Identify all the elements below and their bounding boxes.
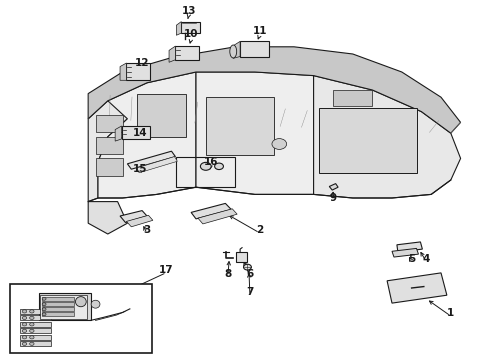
Bar bbox=[240, 41, 269, 57]
Text: 4: 4 bbox=[422, 254, 430, 264]
Bar bbox=[40, 295, 87, 319]
Text: 9: 9 bbox=[330, 193, 337, 203]
Ellipse shape bbox=[29, 336, 34, 339]
Ellipse shape bbox=[42, 308, 46, 311]
Ellipse shape bbox=[23, 310, 27, 313]
Ellipse shape bbox=[23, 323, 27, 326]
Polygon shape bbox=[176, 22, 181, 35]
Ellipse shape bbox=[23, 316, 27, 320]
Text: 1: 1 bbox=[447, 308, 454, 318]
Text: 5: 5 bbox=[408, 254, 415, 264]
Ellipse shape bbox=[91, 300, 100, 308]
Bar bbox=[42, 312, 74, 316]
Bar bbox=[20, 341, 51, 346]
Bar bbox=[96, 115, 122, 132]
Polygon shape bbox=[233, 41, 240, 58]
Ellipse shape bbox=[230, 45, 237, 58]
Bar bbox=[96, 137, 122, 154]
Bar bbox=[42, 302, 74, 306]
Text: 2: 2 bbox=[256, 225, 263, 235]
Polygon shape bbox=[329, 184, 338, 190]
Ellipse shape bbox=[272, 139, 287, 149]
Text: 3: 3 bbox=[144, 225, 150, 235]
Polygon shape bbox=[169, 46, 175, 62]
Ellipse shape bbox=[200, 162, 211, 170]
Bar bbox=[318, 108, 416, 173]
Polygon shape bbox=[397, 242, 422, 252]
Polygon shape bbox=[126, 215, 153, 227]
Polygon shape bbox=[127, 151, 175, 169]
Bar bbox=[126, 63, 150, 80]
Bar bbox=[20, 328, 51, 333]
Text: 10: 10 bbox=[184, 29, 198, 39]
Text: 14: 14 bbox=[132, 128, 147, 138]
Ellipse shape bbox=[23, 342, 27, 346]
Polygon shape bbox=[387, 273, 447, 303]
Ellipse shape bbox=[29, 316, 34, 320]
Ellipse shape bbox=[42, 303, 46, 306]
Ellipse shape bbox=[29, 342, 34, 346]
Bar bbox=[20, 322, 51, 327]
Text: 11: 11 bbox=[252, 26, 267, 36]
Bar bbox=[20, 315, 51, 320]
Bar bbox=[96, 158, 122, 176]
Ellipse shape bbox=[75, 297, 86, 307]
Text: 8: 8 bbox=[224, 269, 231, 279]
Polygon shape bbox=[88, 202, 127, 234]
Bar bbox=[20, 335, 51, 340]
Ellipse shape bbox=[42, 297, 46, 300]
Polygon shape bbox=[392, 248, 418, 257]
Polygon shape bbox=[198, 209, 237, 224]
Ellipse shape bbox=[29, 329, 34, 333]
Ellipse shape bbox=[244, 264, 251, 270]
Polygon shape bbox=[191, 203, 231, 219]
Text: 13: 13 bbox=[181, 6, 196, 16]
Ellipse shape bbox=[23, 329, 27, 333]
Text: 6: 6 bbox=[246, 269, 253, 279]
Ellipse shape bbox=[29, 310, 34, 313]
Ellipse shape bbox=[23, 336, 27, 339]
Bar bbox=[10, 284, 152, 353]
Ellipse shape bbox=[29, 323, 34, 326]
Bar bbox=[42, 307, 74, 311]
Polygon shape bbox=[88, 72, 196, 202]
Polygon shape bbox=[120, 211, 147, 222]
Polygon shape bbox=[196, 72, 314, 194]
Polygon shape bbox=[88, 47, 461, 133]
Bar bbox=[206, 97, 274, 155]
Text: 16: 16 bbox=[203, 157, 218, 167]
Polygon shape bbox=[120, 63, 126, 80]
Polygon shape bbox=[314, 76, 461, 198]
Bar bbox=[176, 157, 235, 187]
Bar bbox=[236, 252, 247, 262]
Polygon shape bbox=[115, 126, 122, 141]
Text: 15: 15 bbox=[132, 164, 147, 174]
Bar bbox=[122, 126, 150, 139]
Bar bbox=[333, 90, 372, 106]
Bar bbox=[20, 309, 51, 314]
Text: 12: 12 bbox=[135, 58, 149, 68]
Bar bbox=[137, 94, 186, 137]
Ellipse shape bbox=[42, 313, 46, 316]
Bar bbox=[181, 22, 200, 33]
Bar bbox=[175, 46, 199, 60]
Polygon shape bbox=[136, 157, 177, 173]
Text: 7: 7 bbox=[246, 287, 254, 297]
Bar bbox=[42, 297, 74, 301]
Text: 17: 17 bbox=[159, 265, 174, 275]
Ellipse shape bbox=[215, 163, 223, 170]
Polygon shape bbox=[98, 72, 196, 198]
Bar bbox=[39, 293, 91, 320]
